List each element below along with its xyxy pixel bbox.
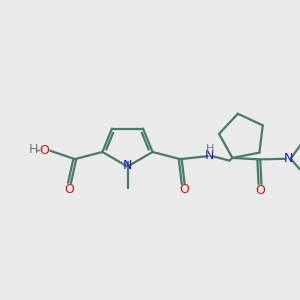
Text: N: N (205, 149, 214, 162)
Text: N: N (123, 159, 132, 172)
Text: O: O (39, 144, 49, 157)
Text: O: O (64, 183, 74, 196)
Text: H: H (29, 143, 38, 156)
Text: O: O (179, 183, 189, 196)
Text: H: H (206, 144, 214, 154)
Text: N: N (284, 152, 293, 165)
Text: O: O (256, 184, 266, 196)
